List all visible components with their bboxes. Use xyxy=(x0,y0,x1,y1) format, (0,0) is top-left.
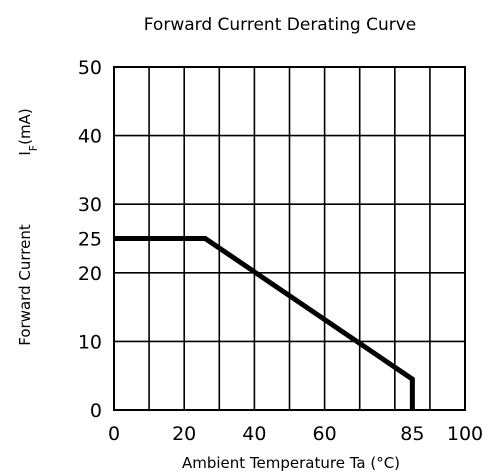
derating-curve-0 xyxy=(114,236,415,410)
y-axis-unit: IF(mA) xyxy=(16,108,40,155)
y-tick-label-1: 10 xyxy=(78,331,102,353)
y-tick-label-5: 40 xyxy=(78,126,102,148)
y-tick-label-2: 20 xyxy=(78,263,102,285)
chart-title: Forward Current Derating Curve xyxy=(144,15,417,35)
y-axis-unit-subscript: F xyxy=(27,145,40,151)
x-tick-label-3: 60 xyxy=(313,423,337,445)
x-tick-label-5: 100 xyxy=(447,423,483,445)
x-tick-label-4: 85 xyxy=(400,423,424,445)
y-tick-label-3: 25 xyxy=(78,229,102,251)
y-axis-unit-symbol: I xyxy=(16,151,34,155)
y-tick-labels: 0 10 20 25 30 40 50 xyxy=(78,57,102,422)
y-axis-unit-group: IF(mA) xyxy=(16,108,40,155)
y-axis-unit-suffix: (mA) xyxy=(16,108,34,145)
y-tick-label-0: 0 xyxy=(90,400,102,422)
y-tick-label-6: 50 xyxy=(78,57,102,79)
series-layer xyxy=(114,236,415,410)
x-axis-label: Ambient Temperature Ta (°C) xyxy=(182,454,400,472)
x-tick-labels: 0 20 40 60 85 100 xyxy=(108,423,483,445)
y-axis-label: Forward Current xyxy=(16,224,34,346)
x-tick-label-1: 20 xyxy=(172,423,196,445)
y-tick-label-4: 30 xyxy=(78,194,102,216)
x-tick-label-0: 0 xyxy=(108,423,120,445)
x-tick-label-2: 40 xyxy=(242,423,266,445)
y-axis-label-group: Forward Current xyxy=(16,224,34,346)
